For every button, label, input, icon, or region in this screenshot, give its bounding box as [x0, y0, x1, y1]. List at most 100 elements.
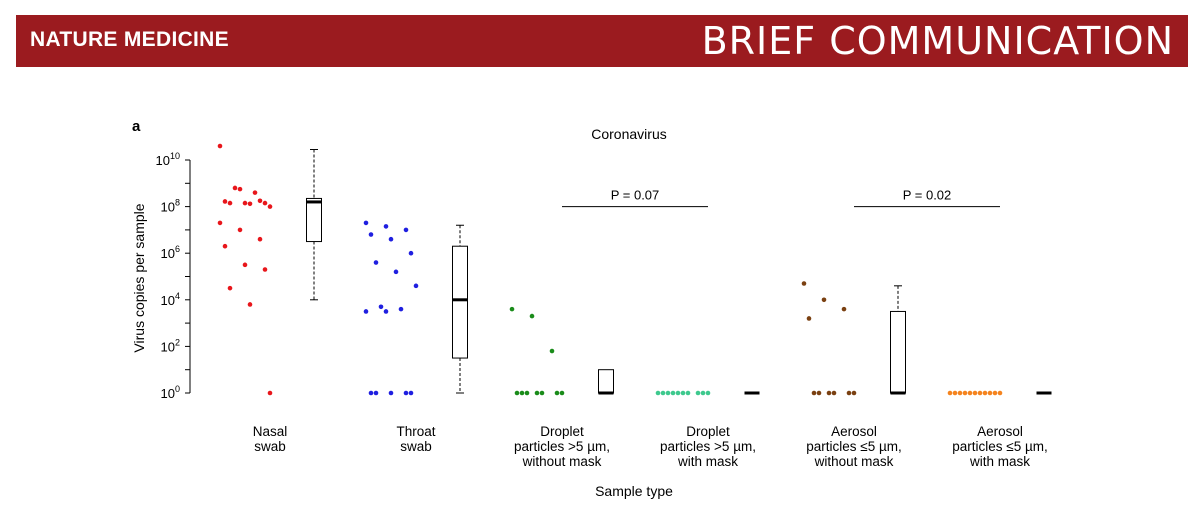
data-point	[403, 227, 409, 233]
panel-label: a	[132, 118, 141, 135]
data-point	[408, 250, 414, 256]
data-point	[267, 204, 273, 209]
data-point	[700, 390, 706, 396]
data-point	[801, 281, 807, 286]
p-value-label: P = 0.02	[903, 188, 952, 203]
data-point	[539, 390, 545, 396]
series-group	[801, 281, 906, 396]
x-axis-label: Sample type	[595, 483, 673, 499]
series-group	[655, 390, 760, 396]
data-point	[403, 390, 409, 396]
data-point	[962, 390, 968, 396]
data-point	[685, 390, 691, 396]
y-tick-label: 108	[161, 198, 180, 215]
y-axis: 100 102 104 106 108 1010	[156, 151, 191, 401]
box-iqr	[598, 369, 614, 394]
data-point	[957, 390, 963, 396]
data-point	[851, 390, 857, 396]
chart-title: Coronavirus	[591, 126, 666, 142]
data-point	[363, 220, 369, 226]
data-point	[368, 232, 374, 237]
data-point	[705, 390, 711, 396]
journal-banner: NATURE MEDICINE BRIEF COMMUNICATION	[16, 15, 1188, 67]
data-point	[363, 309, 369, 314]
data-point	[554, 390, 560, 396]
data-point	[378, 304, 384, 310]
data-point	[952, 390, 958, 396]
data-point	[670, 390, 676, 396]
data-point	[972, 390, 978, 396]
data-point	[388, 236, 394, 242]
data-point	[217, 220, 223, 226]
data-point	[408, 390, 414, 396]
x-category-label: Aerosol particles ≤5 µm, with mask	[952, 424, 1047, 469]
data-point	[680, 390, 686, 396]
data-point	[373, 260, 379, 265]
x-axis-categories: Nasal swab Throat swab Droplet particles >5 µ…	[253, 424, 1048, 469]
data-point	[534, 390, 540, 396]
data-point	[383, 309, 389, 314]
data-point	[267, 390, 273, 396]
data-point	[237, 227, 243, 233]
data-point	[816, 390, 822, 396]
data-point	[227, 200, 233, 206]
data-point	[826, 390, 832, 396]
data-point	[524, 390, 530, 396]
data-point	[947, 390, 953, 396]
x-category-label: Nasal swab	[253, 424, 288, 454]
data-point	[242, 262, 248, 268]
data-point	[675, 390, 681, 396]
data-point	[695, 390, 701, 396]
x-category-label: Droplet particles >5 µm, without mask	[514, 424, 610, 469]
data-point	[227, 285, 233, 291]
data-point	[831, 390, 837, 396]
p-value-label: P = 0.07	[611, 188, 660, 203]
box-iqr	[452, 245, 468, 359]
data-point	[413, 283, 419, 289]
data-point	[821, 297, 827, 303]
box-iqr	[890, 310, 906, 394]
data-point	[811, 390, 817, 396]
y-tick-label: 102	[161, 337, 180, 354]
data-point	[388, 390, 394, 396]
data-point	[549, 348, 555, 354]
series-group	[947, 390, 1052, 396]
data-point	[393, 269, 399, 275]
series-group	[363, 220, 468, 396]
data-point	[373, 390, 379, 396]
data-point	[383, 224, 389, 229]
data-point	[997, 390, 1003, 396]
data-point	[242, 200, 248, 206]
data-point	[509, 306, 515, 312]
data-point	[806, 316, 812, 321]
data-point	[977, 390, 983, 396]
y-tick-label: 106	[161, 244, 180, 261]
article-type: BRIEF COMMUNICATION	[701, 19, 1174, 63]
data-point	[257, 198, 263, 204]
data-point	[398, 306, 404, 312]
data-point	[992, 390, 998, 396]
data-point	[237, 186, 243, 192]
data-point	[222, 243, 228, 249]
data-point	[262, 267, 268, 272]
data-point	[982, 390, 988, 396]
data-point	[232, 185, 238, 191]
x-category-label: Aerosol particles ≤5 µm, without mask	[806, 424, 901, 469]
data-point	[655, 390, 661, 396]
y-tick-label: 1010	[156, 151, 180, 168]
data-point	[217, 143, 223, 149]
data-point	[368, 390, 374, 396]
data-point	[660, 390, 666, 396]
data-point	[529, 313, 535, 319]
y-axis-label: Virus copies per sample	[131, 203, 147, 352]
data-point	[665, 390, 671, 396]
journal-name: NATURE MEDICINE	[30, 28, 229, 51]
y-tick-label: 104	[161, 291, 180, 308]
data-point	[257, 236, 263, 242]
data-point	[247, 302, 253, 307]
data-point	[519, 390, 525, 396]
data-point	[222, 199, 228, 204]
data-point	[262, 200, 268, 206]
data-point	[247, 201, 253, 207]
